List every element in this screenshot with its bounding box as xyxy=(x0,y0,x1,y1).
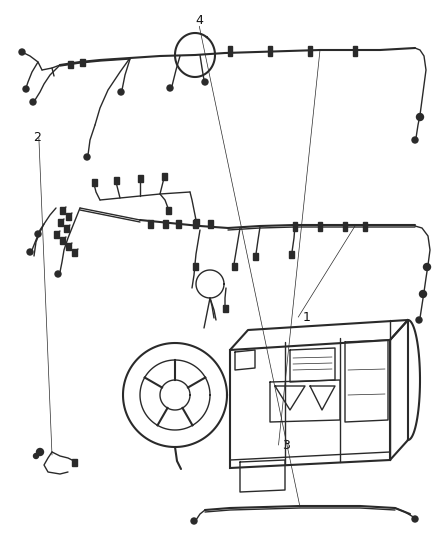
Bar xyxy=(289,251,293,257)
Bar xyxy=(66,213,71,220)
Circle shape xyxy=(420,290,427,297)
Bar xyxy=(318,222,322,230)
Bar xyxy=(228,46,232,56)
Circle shape xyxy=(19,49,25,55)
Bar xyxy=(192,220,198,228)
Text: 2: 2 xyxy=(33,131,41,144)
Circle shape xyxy=(191,518,197,524)
Text: 4: 4 xyxy=(195,14,203,27)
Bar xyxy=(66,243,71,249)
Bar xyxy=(162,173,166,180)
Bar xyxy=(208,220,212,228)
Bar xyxy=(67,61,73,68)
Bar xyxy=(353,46,357,56)
Bar xyxy=(92,179,96,185)
Circle shape xyxy=(412,516,418,522)
Bar xyxy=(293,222,297,230)
Circle shape xyxy=(84,154,90,160)
Bar xyxy=(162,220,167,228)
Bar xyxy=(194,219,198,225)
Bar xyxy=(166,206,170,214)
Bar xyxy=(64,224,68,231)
Circle shape xyxy=(35,231,41,237)
Circle shape xyxy=(36,448,43,456)
Bar xyxy=(252,253,258,260)
Bar xyxy=(223,304,227,311)
Circle shape xyxy=(202,79,208,85)
Bar xyxy=(148,220,152,228)
Circle shape xyxy=(30,99,36,105)
Bar xyxy=(268,46,272,56)
Circle shape xyxy=(412,137,418,143)
Bar xyxy=(80,59,85,66)
Bar xyxy=(53,230,59,238)
Circle shape xyxy=(417,114,424,120)
Circle shape xyxy=(27,249,33,255)
Bar xyxy=(71,458,77,465)
Bar xyxy=(71,248,77,255)
Bar xyxy=(138,174,142,182)
Bar xyxy=(57,219,63,225)
Bar xyxy=(60,237,64,244)
Bar xyxy=(232,262,237,270)
Bar xyxy=(192,262,198,270)
Bar xyxy=(363,222,367,230)
Circle shape xyxy=(167,85,173,91)
Circle shape xyxy=(118,89,124,95)
Text: 1: 1 xyxy=(302,311,310,324)
Bar xyxy=(60,206,64,214)
Circle shape xyxy=(23,86,29,92)
Bar xyxy=(343,222,347,230)
Circle shape xyxy=(33,454,39,458)
Bar xyxy=(308,46,312,56)
Text: 3: 3 xyxy=(283,439,290,451)
Circle shape xyxy=(416,317,422,323)
Bar xyxy=(113,176,119,183)
Bar xyxy=(176,220,180,228)
Circle shape xyxy=(55,271,61,277)
Circle shape xyxy=(424,263,431,271)
